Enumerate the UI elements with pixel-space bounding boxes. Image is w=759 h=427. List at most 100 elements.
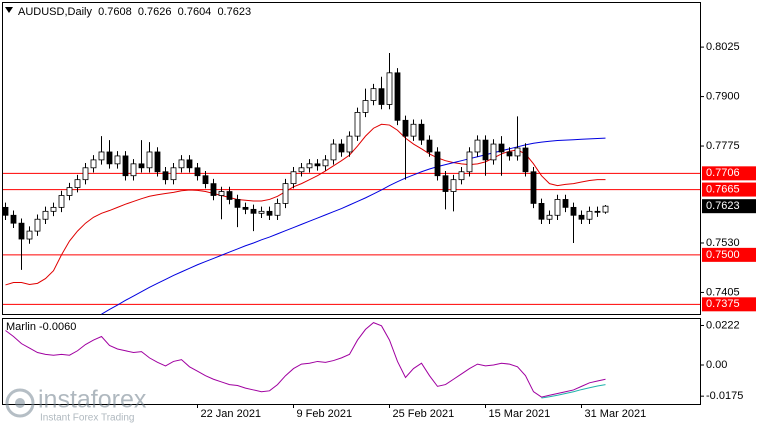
x-tick-label: 15 Mar 2021 [489,408,551,420]
candle-body [18,222,25,240]
candle-body [2,206,9,216]
candle-body [578,214,585,220]
y-tick-label: 0.7405 [706,286,740,298]
close-value: 0.7623 [217,6,251,18]
candle-body [410,123,417,137]
candle-body [346,135,353,153]
candle-body [146,151,153,169]
candle-body [298,167,305,173]
candle-body [514,147,521,157]
candle-body [114,155,121,165]
candle-body [338,143,345,153]
candle-body [538,203,545,220]
x-tick-label: 25 Feb 2021 [393,408,455,420]
candle-body [282,183,289,204]
level-label: 0.7500 [706,249,740,261]
y-tick-label: 0.7900 [706,90,740,102]
x-tick-label: 31 Mar 2021 [585,408,647,420]
moving-average [5,123,606,286]
candle-body [354,112,361,137]
candle-body [554,199,561,216]
space [251,6,257,18]
logo-dot [15,398,25,408]
high-value: 0.7626 [138,6,172,18]
candle-body [138,163,145,169]
candle-body [458,171,465,181]
level-label: 0.7375 [706,298,740,310]
candle-body [74,179,81,188]
level-label-box [702,297,756,312]
candle-body [218,191,225,196]
x-tick-label: 9 Feb 2021 [297,408,353,420]
candle-body [322,159,329,167]
candle-body [330,143,337,161]
candle-body [562,199,569,208]
candle-body [418,123,425,141]
candle-body [26,230,33,240]
watermark-brand: instaforex [38,386,147,414]
candle-body [226,191,233,200]
indicator-title: Marlin -0.0060 [6,321,76,333]
indicator-line [541,384,606,399]
candle-body [306,163,313,169]
y-tick-label: 0.00 [706,359,727,371]
candle-body [594,210,601,213]
open-value: 0.7608 [98,6,132,18]
candle-body [210,183,217,196]
candle-body [394,72,401,121]
candle-body [290,171,297,185]
candle-body [162,171,169,181]
candle-body [242,206,249,210]
level-label: 0.7665 [706,183,740,195]
candle-body [434,151,441,177]
x-tick-label: 22 Jan 2021 [201,408,262,420]
logo-ring [5,388,35,418]
candle-body [42,210,49,220]
candle-body [402,119,409,137]
candle-body [82,167,89,181]
level-label-box [702,247,756,262]
candle-body [530,171,537,204]
candle-body [450,179,457,192]
watermark-tagline: Instant Forex Trading [40,413,135,424]
candle-body [122,155,129,177]
y-tick-label: -0.0175 [706,390,743,402]
candle-body [482,139,489,161]
candle-body [258,210,265,214]
candle-body [570,206,577,216]
last-price-box [702,199,756,214]
candle-body [442,175,449,192]
candle-body [546,214,553,220]
candle-body [130,163,137,177]
candle-body [10,214,17,224]
y-tick-label: 0.7530 [706,237,740,249]
candle-body [186,159,193,169]
main-panel [2,2,701,315]
y-tick-label: 0.7775 [706,140,740,152]
candle-body [274,203,281,216]
candle-body [386,72,393,105]
y-tick-label: 0.8025 [706,41,740,53]
symbol: AUDUSD,Daily [18,6,92,18]
candle-body [98,151,105,161]
candle-body [58,195,65,208]
candle-body [314,163,321,167]
candle-body [66,187,73,196]
y-tick-label: 0.0222 [706,319,740,331]
candle-body [490,143,497,161]
candle-body [34,218,41,232]
menu-icon [5,7,13,13]
candle-body [378,88,385,105]
candle-body [90,159,97,169]
candle-body [522,147,529,173]
candle-body [426,139,433,153]
candle-body [370,88,377,101]
candle-body [602,205,609,213]
candle-body [154,151,161,173]
sub-panel [2,318,701,405]
candle-body [234,199,241,208]
candle-body [362,100,369,113]
